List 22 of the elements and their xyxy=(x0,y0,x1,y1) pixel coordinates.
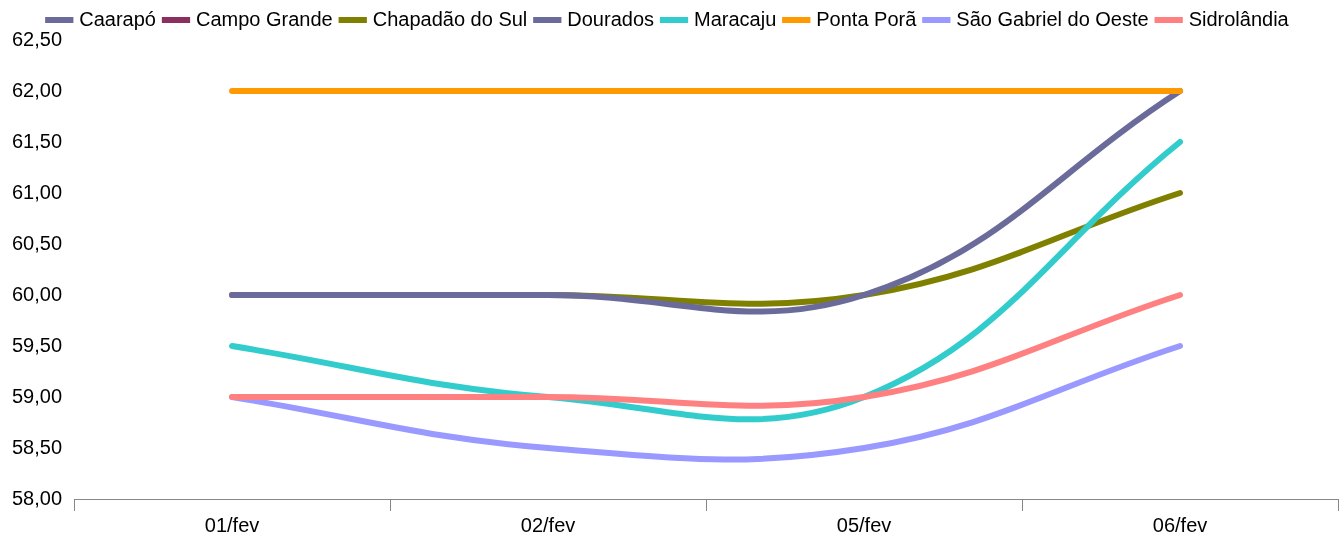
legend-label: Maracaju xyxy=(694,7,777,30)
y-tick-label: 61,50 xyxy=(11,129,63,152)
legend-label: São Gabriel do Oeste xyxy=(956,7,1149,30)
y-tick-label: 58,50 xyxy=(11,435,63,458)
x-tick-label: 02/fev xyxy=(520,513,576,536)
x-tick-label: 01/fev xyxy=(204,513,260,536)
legend-label: Chapadão do Sul xyxy=(372,7,528,30)
y-tick-label: 58,00 xyxy=(11,486,63,509)
y-tick-label: 61,00 xyxy=(11,180,63,203)
x-tick-label: 06/fev xyxy=(1152,513,1208,536)
y-tick-label: 62,50 xyxy=(11,27,63,50)
y-tick-label: 60,50 xyxy=(11,231,63,254)
x-tick-label: 05/fev xyxy=(836,513,892,536)
y-tick-label: 59,50 xyxy=(11,333,63,356)
legend-label: Campo Grande xyxy=(195,7,333,30)
y-tick-label: 62,00 xyxy=(11,78,63,101)
legend-label: Sidrolândia xyxy=(1188,7,1290,30)
legend-label: Ponta Porã xyxy=(816,7,918,30)
legend-label: Dourados xyxy=(567,7,655,30)
legend-label: Caarapó xyxy=(79,7,156,30)
y-tick-label: 59,00 xyxy=(11,384,63,407)
y-tick-label: 60,00 xyxy=(11,282,63,305)
